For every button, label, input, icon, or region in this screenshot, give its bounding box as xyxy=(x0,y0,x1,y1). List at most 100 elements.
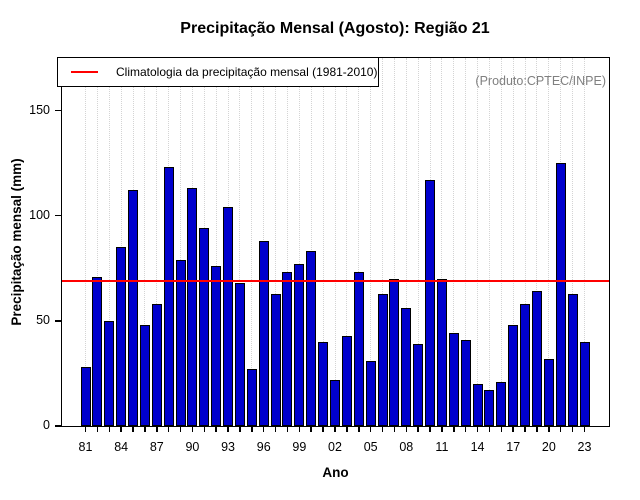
gridline-2018 xyxy=(524,58,526,426)
bar-2010 xyxy=(425,180,436,426)
x-tick-label-2011: 11 xyxy=(435,440,449,454)
x-tick-1984 xyxy=(120,427,122,432)
bar-1993 xyxy=(223,207,234,426)
x-tick-label-2014: 14 xyxy=(470,440,485,454)
bar-1982 xyxy=(92,277,103,426)
x-tick-label-1987: 87 xyxy=(149,440,164,454)
x-tick-1985 xyxy=(132,427,134,432)
x-tick-2003 xyxy=(346,427,348,432)
x-tick-label-1993: 93 xyxy=(221,440,236,454)
gridline-2005 xyxy=(370,58,372,426)
gridline-2008 xyxy=(405,58,407,426)
bar-2008 xyxy=(401,308,412,426)
bar-2021 xyxy=(555,163,566,426)
bar-1983 xyxy=(104,321,115,426)
x-tick-1999 xyxy=(298,427,301,432)
x-tick-label-2023: 23 xyxy=(577,440,592,454)
gridline-2017 xyxy=(512,58,514,426)
x-tick-1991 xyxy=(203,427,206,432)
x-tick-label-2020: 20 xyxy=(541,440,556,454)
x-tick-2002 xyxy=(334,427,336,432)
x-tick-label-2002: 02 xyxy=(328,440,342,454)
x-tick-2008 xyxy=(405,427,408,432)
bar-2019 xyxy=(531,291,542,426)
bar-1988 xyxy=(163,167,174,426)
y-tick-label-0: 0 xyxy=(43,418,50,432)
gridline-1986 xyxy=(144,58,146,426)
bar-1994 xyxy=(234,283,245,426)
x-tick-1982 xyxy=(96,427,99,432)
y-axis-title: Precipitação mensal (mm) xyxy=(9,158,24,326)
gridline-2011 xyxy=(441,58,443,426)
legend-red-line-sample xyxy=(71,71,98,73)
gridline-1983 xyxy=(108,58,110,426)
x-tick-2020 xyxy=(548,427,550,432)
gridline-2019 xyxy=(536,58,538,426)
bar-1987 xyxy=(151,304,162,426)
x-tick-2021 xyxy=(559,427,562,432)
x-tick-2000 xyxy=(310,427,312,432)
bar-1997 xyxy=(270,294,281,426)
x-tick-2011 xyxy=(441,427,443,432)
bar-2018 xyxy=(520,304,531,426)
x-tick-label-1990: 90 xyxy=(185,440,200,454)
bar-2001 xyxy=(318,342,329,426)
bar-2016 xyxy=(496,382,507,426)
x-tick-2015 xyxy=(488,427,491,432)
bar-1991 xyxy=(199,228,210,426)
gridline-1982 xyxy=(96,58,98,426)
x-tick-label-1984: 84 xyxy=(114,440,129,454)
x-tick-label-2008: 08 xyxy=(399,440,414,454)
x-tick-1992 xyxy=(215,427,217,432)
bar-2023 xyxy=(579,342,590,426)
y-tick-label-50: 50 xyxy=(36,312,50,327)
bar-2006 xyxy=(377,294,388,426)
bar-2012 xyxy=(448,333,459,426)
bar-2022 xyxy=(567,294,578,426)
x-tick-label-1999: 99 xyxy=(292,440,307,454)
climatology-line xyxy=(62,279,609,282)
x-tick-2010 xyxy=(429,427,431,432)
legend: Climatologia da precipitação mensal (198… xyxy=(57,57,379,87)
x-tick-1986 xyxy=(144,427,146,432)
bar-1996 xyxy=(258,241,269,426)
x-tick-2005 xyxy=(369,427,372,432)
bar-1989 xyxy=(175,260,186,426)
bar-2000 xyxy=(306,251,317,426)
gridline-1999 xyxy=(298,58,300,426)
gridline-2015 xyxy=(488,58,490,426)
bar-1995 xyxy=(246,369,257,426)
gridline-1984 xyxy=(120,58,122,426)
y-tick-0 xyxy=(55,425,61,427)
x-tick-2016 xyxy=(500,427,503,432)
y-tick-label-150: 150 xyxy=(29,102,50,117)
bar-2013 xyxy=(460,340,471,426)
x-tick-2001 xyxy=(322,427,324,432)
gridline-1987 xyxy=(156,58,158,426)
bar-1984 xyxy=(116,247,127,426)
x-tick-1995 xyxy=(251,427,253,432)
x-tick-1993 xyxy=(227,427,229,432)
bar-1992 xyxy=(211,266,222,426)
plot-area xyxy=(61,57,610,427)
x-tick-label-2005: 05 xyxy=(363,440,378,454)
gridline-2016 xyxy=(500,58,502,426)
gridline-1995 xyxy=(251,58,253,426)
x-tick-1990 xyxy=(191,427,194,432)
bar-1985 xyxy=(128,190,139,426)
x-tick-2022 xyxy=(571,427,574,432)
x-tick-1994 xyxy=(239,427,241,432)
x-tick-2023 xyxy=(583,427,586,432)
x-tick-1997 xyxy=(274,427,277,432)
bar-2017 xyxy=(508,325,519,426)
gridline-2003 xyxy=(346,58,348,426)
x-tick-2007 xyxy=(393,427,396,432)
x-tick-2019 xyxy=(536,427,538,432)
gridline-2014 xyxy=(477,58,479,426)
gridline-2002 xyxy=(334,58,336,426)
gridline-2001 xyxy=(322,58,324,426)
x-tick-1987 xyxy=(156,427,158,432)
bar-2009 xyxy=(413,344,424,426)
chart-title: Precipitação Mensal (Agosto): Região 21 xyxy=(180,20,490,37)
